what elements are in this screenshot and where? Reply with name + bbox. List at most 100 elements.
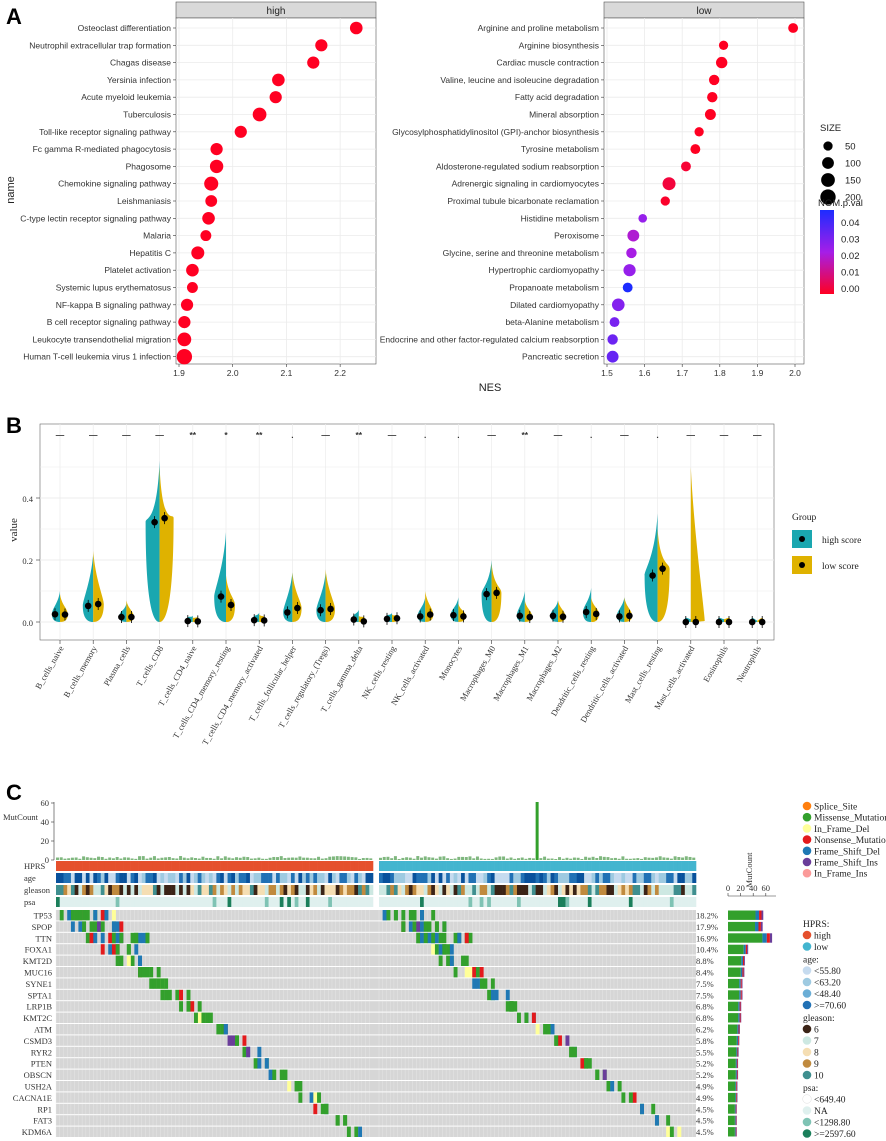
annotation-cell-hprs <box>393 861 398 871</box>
annotation-cell-hprs <box>328 861 333 871</box>
annotation-cell-hprs <box>587 861 592 871</box>
annotation-cell-hprs <box>89 861 94 871</box>
mutcount-bar <box>494 857 498 860</box>
gene-row-background <box>56 910 696 921</box>
mutcount-bar <box>438 856 442 860</box>
annotation-cell-psa <box>369 897 374 907</box>
mutcount-bar <box>461 856 465 860</box>
annotation-cell-hprs <box>56 861 61 871</box>
mutcount-bar <box>309 858 313 860</box>
annotation-cell-hprs <box>647 861 652 871</box>
annotation-cell-hprs <box>115 861 120 871</box>
annotation-cell-gleason <box>294 885 299 895</box>
gene-row-background <box>56 1126 696 1137</box>
mutcount-bar <box>613 857 617 860</box>
mutcount-bar <box>408 857 412 860</box>
annotation-cell-age <box>186 873 191 883</box>
annotation-cell-age <box>223 873 228 883</box>
annotation-cell-age <box>587 873 592 883</box>
mutation-cell <box>431 932 436 944</box>
mutcount-bar <box>350 857 354 860</box>
mutation-cell <box>227 1035 232 1046</box>
mutcount-bar <box>130 858 134 860</box>
x-tick-label: T_cells_CD4_memory_resting <box>170 643 232 740</box>
x-tick-label: B_cells_memory <box>61 643 99 699</box>
mutation-cell <box>119 955 124 966</box>
x-tick-label-low: 1.7 <box>676 368 688 378</box>
violin-high-score <box>283 572 293 622</box>
annotation-cell-hprs <box>617 861 622 871</box>
mutcount-bar <box>235 857 238 860</box>
gene-label: CSMD3 <box>24 1036 52 1046</box>
annotation-cell-psa <box>339 897 344 907</box>
annotation-cell-psa <box>386 897 391 907</box>
mutation-cell <box>572 1046 577 1058</box>
annotation-cell-age <box>494 873 499 883</box>
annotation-cell-hprs <box>446 861 451 871</box>
mutcount-bar <box>149 857 153 860</box>
mutcount-bar <box>599 856 603 860</box>
x-tick-label-low: 1.6 <box>639 368 651 378</box>
annotation-cell-age <box>67 873 72 883</box>
mutcount-bar <box>361 858 365 860</box>
mutcount-bar <box>416 856 420 860</box>
annotation-cell-psa <box>257 897 262 907</box>
gene-percentage: 5.5% <box>696 1047 714 1057</box>
annotation-cell-psa <box>97 897 102 907</box>
annotation-cell-hprs <box>449 861 454 871</box>
mutcount-bar <box>602 856 606 860</box>
annotation-cell-psa <box>401 897 406 907</box>
mutcount-bar <box>625 858 629 860</box>
mutcount-bar <box>393 856 397 860</box>
mean-point-low-score <box>327 605 334 613</box>
annotation-cell-gleason <box>599 885 604 895</box>
mutcount-bar <box>126 857 130 860</box>
annotation-cell-psa <box>78 897 83 907</box>
annotation-cell-gleason <box>365 885 370 895</box>
annotation-cell-gleason <box>442 885 447 895</box>
y-tick-label: 0.0 <box>22 618 33 628</box>
annotation-cell-gleason <box>412 885 417 895</box>
mutcount-bar <box>677 857 681 860</box>
mutcount-bar <box>412 858 416 860</box>
significance-label: — <box>687 430 696 440</box>
annotation-cell-hprs <box>386 861 391 871</box>
annotation-cell-gleason <box>59 885 64 895</box>
mutcount-bar <box>302 857 306 860</box>
annotation-cell-hprs <box>320 861 325 871</box>
significance-label: — <box>155 430 164 440</box>
annotation-cell-psa <box>516 897 522 907</box>
mutation-cell <box>145 967 150 978</box>
mutation-cell <box>453 967 458 978</box>
annotation-cell-psa <box>82 897 87 907</box>
mutation-cell <box>309 1092 314 1103</box>
annotation-cell-age <box>431 873 436 883</box>
annotation-cell-hprs <box>468 861 473 871</box>
mean-point-low-score <box>393 614 401 622</box>
annotation-cell-psa <box>617 897 622 907</box>
x-tick-label: Macrophages_M0 <box>458 644 498 703</box>
annotation-cell-psa <box>640 897 645 907</box>
annotation-cell-gleason <box>279 885 284 895</box>
annotation-cell-age <box>287 873 292 883</box>
mutcount-bar <box>692 857 696 860</box>
mutcount-bar <box>328 856 332 860</box>
annotation-cell-hprs <box>145 861 150 871</box>
annotation-cell-psa <box>681 897 686 907</box>
color-legend-label: 0.03 <box>841 235 860 246</box>
annotation-cell-psa <box>543 897 548 907</box>
annotation-cell-gleason <box>346 885 351 895</box>
annotation-cell-gleason <box>253 885 258 895</box>
nes-point-low <box>627 229 640 242</box>
mutation-cell <box>543 1024 548 1035</box>
annotation-cell-age <box>246 873 251 883</box>
annotation-cell-gleason <box>130 885 135 895</box>
annotation-cell-age <box>201 873 206 883</box>
gene-row-background <box>56 1046 696 1058</box>
gene-label: ATM <box>34 1025 52 1035</box>
mutation-cell <box>516 1012 521 1023</box>
x-tick-label-low: 2.0 <box>789 368 801 378</box>
annotation-cell-hprs <box>331 861 337 871</box>
annotation-cell-gleason <box>558 885 563 895</box>
violin-low-score <box>657 529 670 622</box>
